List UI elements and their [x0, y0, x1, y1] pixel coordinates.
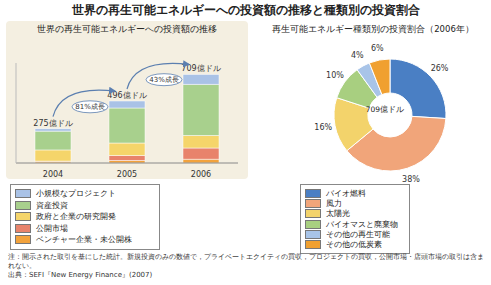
html-text:太陽光: 太陽光: [326, 209, 350, 219]
svg-text:275億ドル: 275億ドル: [33, 119, 72, 128]
html-text:出典：SEFI『New Energy Finance』(20: 出典：SEFI『New Energy Finance』(2007): [8, 271, 153, 279]
html-text:その他の再生可能: その他の再生可能: [326, 229, 390, 239]
svg-text:2006: 2006: [191, 170, 211, 177]
svg-text:2005: 2005: [117, 170, 137, 177]
html-text:政府と企業の研究開発: 政府と企業の研究開発: [36, 212, 116, 222]
svg-text:16%: 16%: [314, 123, 332, 132]
html-text:公開市場: 公開市場: [36, 223, 68, 233]
html-text:その他の低炭素: その他の低炭素: [326, 240, 382, 250]
svg-text:4%: 4%: [351, 51, 364, 60]
html-text:再生可能エネルギー種類別の投資割合（2006年）: 再生可能エネルギー種類別の投資割合（2006年）: [272, 24, 474, 34]
svg-text:10%: 10%: [326, 71, 344, 80]
svg-text:38%: 38%: [402, 175, 420, 182]
svg-text:81%成長: 81%成長: [75, 103, 105, 111]
html-text:注：開示された取引を基にした統計。新規投資のみの数値で，プラ: 注：開示された取引を基にした統計。新規投資のみの数値で，プライベートエクイティの…: [8, 253, 484, 270]
html-text:ベンチャー企業・未公開株: ベンチャー企業・未公開株: [36, 235, 132, 245]
html-text:バイオマスと廃棄物: バイオマスと廃棄物: [326, 219, 398, 229]
svg-text:496億ドル: 496億ドル: [107, 91, 146, 100]
html-text:バイオ燃料: バイオ燃料: [326, 188, 366, 198]
html-text:風力: 風力: [326, 199, 342, 208]
html-text:資産投資: 資産投資: [36, 200, 68, 210]
svg-text:6%: 6%: [371, 44, 384, 53]
html-text:小規模なプロジェクト: 小規模なプロジェクト: [36, 189, 116, 199]
html-text:709億ドル: 709億ドル: [365, 105, 405, 114]
html-text:世界の再生可能エネルギーへの投資額の推移と種類別の投資割合: 世界の再生可能エネルギーへの投資額の推移と種類別の投資割合: [71, 3, 420, 17]
svg-text:2004: 2004: [43, 170, 63, 177]
svg-text:709億ドル: 709億ドル: [181, 64, 220, 73]
html-text:世界の再生可能エネルギーへの投資額の推移: 世界の再生可能エネルギーへの投資額の推移: [37, 24, 217, 34]
svg-text:26%: 26%: [431, 64, 449, 73]
svg-text:43%成長: 43%成長: [149, 76, 179, 84]
